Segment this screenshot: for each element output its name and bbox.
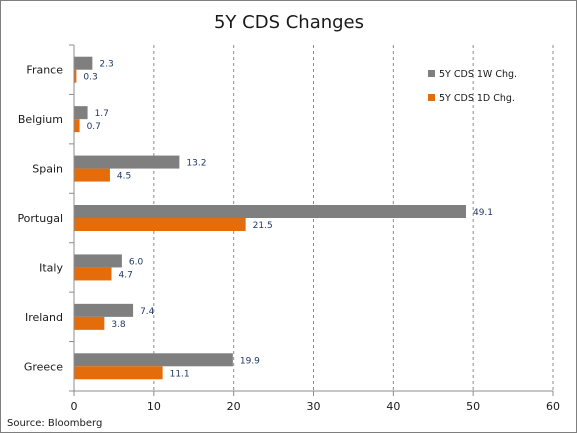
legend-swatch-series-1: [428, 70, 435, 77]
category-label-spain: Spain: [32, 163, 63, 176]
x-tick-label-20: 20: [227, 400, 241, 413]
category-label-greece: Greece: [24, 360, 63, 373]
data-label-ireland-series-2: 3.8: [111, 320, 126, 330]
category-label-ireland: Ireland: [25, 311, 63, 324]
category-label-belgium: Belgium: [18, 113, 63, 126]
bar-spain-series-1: [74, 155, 180, 169]
category-label-portugal: Portugal: [17, 212, 63, 225]
bar-ireland-series-2: [74, 316, 105, 330]
category-label-france: France: [26, 64, 63, 77]
category-label-italy: Italy: [39, 261, 63, 274]
data-label-italy-series-2: 4.7: [119, 270, 133, 280]
legend-swatch-series-2: [428, 94, 435, 101]
data-label-france-series-2: 0.3: [83, 73, 97, 83]
x-tick-label-30: 30: [307, 400, 321, 413]
x-tick-label-60: 60: [546, 400, 560, 413]
data-label-belgium-series-1: 1.7: [95, 109, 109, 119]
bar-france-series-1: [74, 56, 93, 70]
bar-italy-series-1: [74, 254, 122, 268]
x-tick-label-40: 40: [386, 400, 400, 413]
x-tick-label-10: 10: [147, 400, 161, 413]
bars: [74, 56, 466, 380]
data-label-ireland-series-1: 7.4: [140, 307, 155, 317]
data-label-greece-series-2: 11.1: [170, 369, 190, 379]
bar-belgium-series-1: [74, 106, 88, 120]
bar-belgium-series-2: [74, 119, 80, 133]
gridlines: [153, 45, 554, 391]
data-label-italy-series-1: 6.0: [129, 257, 144, 267]
source-note: Source: Bloomberg: [7, 418, 103, 429]
data-label-greece-series-1: 19.9: [240, 356, 260, 366]
bar-italy-series-2: [74, 267, 112, 281]
bar-greece-series-2: [74, 366, 163, 380]
bar-portugal-series-1: [74, 205, 466, 218]
data-label-spain-series-2: 4.5: [117, 172, 131, 182]
bar-france-series-2: [74, 69, 77, 83]
legend-label-series-2: 5Y CDS 1D Chg.: [439, 93, 515, 104]
data-label-spain-series-1: 13.2: [186, 159, 206, 169]
legend: 5Y CDS 1W Chg. 5Y CDS 1D Chg.: [428, 69, 517, 104]
legend-label-series-1: 5Y CDS 1W Chg.: [439, 69, 517, 80]
axes: [69, 44, 554, 396]
bar-portugal-series-2: [74, 218, 246, 231]
chart-title: 5Y CDS Changes: [214, 12, 364, 33]
bar-ireland-series-1: [74, 303, 134, 317]
bar-spain-series-2: [74, 168, 110, 182]
data-label-belgium-series-2: 0.7: [87, 122, 101, 132]
data-label-portugal-series-2: 21.5: [253, 221, 273, 231]
x-tick-label-0: 0: [71, 400, 78, 413]
labels: 0 10 20 30 40 50 60 2.30.3 France 1.7 0.7 Belgium 13…: [17, 60, 560, 413]
data-label-france-series-1: 2.3: [99, 60, 113, 70]
x-tick-label-50: 50: [466, 400, 480, 413]
bar-greece-series-1: [74, 353, 233, 367]
data-label-portugal-series-1: 49.1: [473, 208, 493, 218]
